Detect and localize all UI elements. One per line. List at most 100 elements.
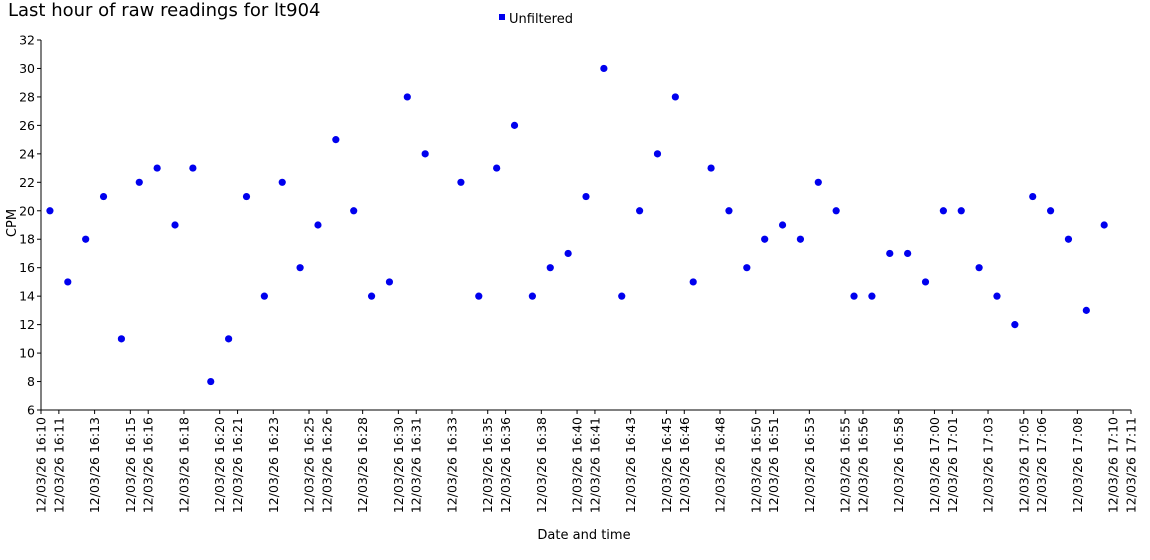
- data-point: [475, 292, 483, 300]
- data-point: [957, 207, 965, 215]
- x-tick-label: 12/03/26 17:05: [1016, 417, 1031, 513]
- legend-label-unfiltered: Unfiltered: [509, 12, 573, 27]
- data-point: [385, 278, 394, 286]
- y-tick-label: 32: [19, 33, 35, 48]
- data-point: [636, 207, 644, 215]
- x-tick-label: 12/03/26 16:36: [498, 417, 513, 513]
- x-tick-label: 12/03/26 16:43: [623, 417, 638, 513]
- data-point: [135, 178, 143, 186]
- x-tick-label: 12/03/26 16:45: [659, 417, 674, 513]
- data-point: [886, 249, 894, 258]
- legend: Unfiltered: [499, 12, 573, 27]
- data-point: [725, 207, 733, 215]
- x-tick-label: 12/03/26 17:10: [1106, 417, 1121, 513]
- data-point: [528, 292, 536, 300]
- data-point: [242, 192, 251, 201]
- x-tick-label: 12/03/26 16:58: [891, 417, 906, 513]
- x-tick-label: 12/03/26 16:11: [51, 417, 66, 513]
- data-point: [189, 164, 197, 172]
- data-point: [367, 292, 376, 300]
- data-point: [939, 207, 947, 215]
- data-point: [46, 207, 54, 215]
- data-point: [457, 178, 465, 186]
- x-tick-label: 12/03/26 16:30: [391, 417, 406, 513]
- x-tick-label: 12/03/26 17:06: [1034, 417, 1049, 513]
- data-point: [796, 235, 805, 243]
- data-point: [1046, 207, 1055, 215]
- x-tick-label: 12/03/26 16:35: [480, 417, 495, 513]
- data-point: [225, 335, 233, 343]
- x-tick-label: 12/03/26 16:25: [302, 417, 317, 513]
- y-tick-label: 28: [19, 89, 35, 104]
- x-tick-label: 12/03/26 16:40: [570, 417, 585, 513]
- data-point: [82, 235, 90, 243]
- data-point: [350, 207, 358, 215]
- data-point: [421, 150, 429, 158]
- data-point: [153, 164, 161, 172]
- x-tick-label: 12/03/26 16:48: [713, 417, 728, 513]
- data-point: [653, 150, 662, 158]
- x-tick-label: 12/03/26 16:15: [123, 417, 138, 513]
- x-tick-label: 12/03/26 16:31: [409, 417, 424, 513]
- x-tick-label: 12/03/26 17:00: [927, 417, 942, 513]
- x-axis: 12/03/26 16:10 12/03/26 16:11 12/03/26 16:…: [34, 409, 1139, 513]
- x-tick-label: 12/03/26 16:55: [838, 417, 853, 513]
- data-point: [671, 93, 679, 101]
- data-point: [778, 221, 787, 229]
- data-point: [510, 121, 519, 129]
- y-axis-label: CPM: [5, 209, 20, 237]
- data-point: [278, 178, 286, 186]
- data-point: [403, 93, 411, 101]
- y-tick-label: 6: [27, 403, 35, 418]
- data-point: [814, 178, 822, 186]
- data-point: [582, 192, 590, 201]
- x-tick-label: 12/03/26 16:18: [176, 417, 191, 513]
- data-point: [850, 292, 858, 300]
- data-point: [564, 249, 572, 258]
- data-point: [761, 235, 769, 243]
- y-tick-label: 20: [19, 203, 35, 218]
- data-point: [975, 264, 983, 272]
- data-point: [1082, 306, 1090, 314]
- data-point: [743, 264, 751, 272]
- y-tick-label: 8: [27, 374, 35, 389]
- data-point: [868, 292, 876, 300]
- x-tick-label: 12/03/26 16:16: [141, 417, 156, 513]
- x-tick-label: 12/03/26 17:01: [945, 417, 960, 513]
- x-axis-label: Date and time: [537, 528, 630, 543]
- data-point: [117, 335, 126, 343]
- data-point: [546, 264, 554, 272]
- x-tick-label: 12/03/26 16:21: [230, 417, 245, 513]
- y-tick-label: 16: [19, 260, 35, 275]
- data-point: [832, 207, 840, 215]
- data-point: [260, 292, 268, 300]
- data-point: [993, 292, 1001, 300]
- data-points: [46, 64, 1108, 386]
- data-point: [1100, 221, 1108, 229]
- x-tick-label: 12/03/26 17:11: [1124, 417, 1139, 513]
- x-tick-label: 12/03/26 16:10: [34, 417, 49, 513]
- chart-title: Last hour of raw readings for lt904: [8, 0, 321, 21]
- y-tick-label: 14: [19, 289, 35, 304]
- x-tick-label: 12/03/26 16:13: [87, 417, 102, 513]
- y-tick-label: 12: [19, 317, 35, 332]
- data-point: [1011, 321, 1019, 329]
- data-point: [171, 221, 179, 229]
- x-tick-label: 12/03/26 17:03: [981, 417, 996, 513]
- data-point: [99, 192, 108, 201]
- data-point: [493, 164, 501, 172]
- data-point: [921, 278, 930, 286]
- y-tick-label: 24: [19, 146, 35, 161]
- x-tick-label: 12/03/26 16:33: [444, 417, 459, 513]
- y-tick-label: 10: [19, 346, 35, 361]
- x-tick-label: 12/03/26 16:53: [802, 417, 817, 513]
- data-point: [904, 249, 912, 258]
- data-point: [1064, 235, 1073, 243]
- x-tick-label: 12/03/26 16:56: [855, 417, 870, 513]
- legend-marker: [499, 14, 505, 20]
- data-point: [1029, 192, 1037, 201]
- data-point: [296, 264, 304, 272]
- x-tick-label: 12/03/26 16:23: [266, 417, 281, 513]
- data-point: [207, 377, 215, 386]
